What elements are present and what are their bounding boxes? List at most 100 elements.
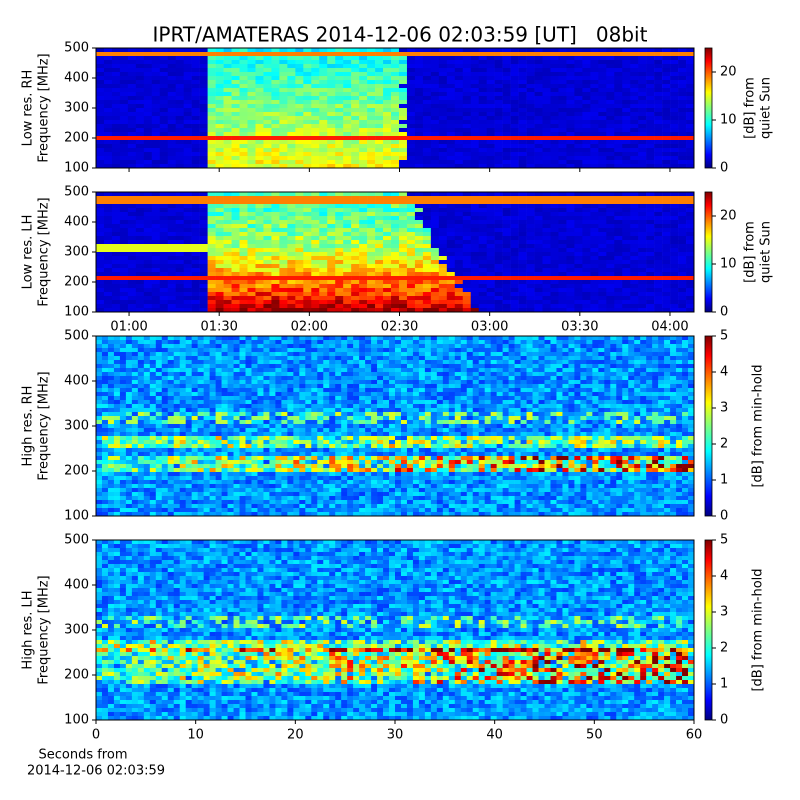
heatmap-cell: [646, 96, 655, 101]
heatmap-cell: [255, 256, 264, 261]
heatmap-cell: [199, 48, 208, 53]
heatmap-cell: [422, 120, 432, 125]
heatmap-cell: [359, 60, 368, 65]
heatmap-cell: [446, 140, 456, 145]
heatmap-cell: [359, 228, 368, 233]
heatmap-cell: [630, 216, 639, 221]
heatmap-cell: [470, 72, 480, 77]
heatmap-cell: [287, 272, 296, 277]
heatmap-cell: [263, 284, 272, 289]
heatmap-cell: [438, 164, 448, 169]
heatmap-cell: [430, 296, 440, 301]
heatmap-cell: [239, 120, 248, 125]
heatmap-cell: [422, 292, 432, 297]
heatmap-cell: [502, 264, 511, 269]
heatmap-cell: [670, 88, 679, 93]
heatmap-cell: [598, 348, 605, 353]
heatmap-cell: [111, 196, 121, 201]
heatmap-cell: [351, 240, 360, 245]
heatmap-cell: [550, 300, 559, 305]
heatmap-cell: [606, 212, 615, 217]
heatmap-cell: [406, 192, 416, 197]
heatmap-cell: [582, 76, 591, 81]
x-tick-label: 01:00: [110, 320, 147, 335]
heatmap-cell: [494, 264, 503, 269]
heatmap-cell: [550, 212, 559, 217]
heatmap-cell: [359, 260, 368, 265]
heatmap-cell: [446, 196, 456, 201]
heatmap-cell: [135, 156, 145, 161]
heatmap-cell: [159, 224, 169, 229]
heatmap-cell: [199, 272, 208, 277]
heatmap-cell: [103, 292, 113, 297]
heatmap-cell: [303, 104, 312, 109]
heatmap-cell: [430, 268, 440, 273]
heatmap-cell: [391, 116, 400, 121]
heatmap-cell: [542, 240, 551, 245]
heatmap-cell: [518, 192, 527, 197]
heatmap-cell: [159, 252, 169, 257]
heatmap-cell: [494, 164, 503, 169]
heatmap-cell: [143, 152, 153, 157]
heatmap-image: [96, 48, 695, 169]
heatmap-cell: [111, 92, 121, 97]
heatmap-cell: [113, 336, 121, 341]
heatmap-cell: [606, 48, 615, 53]
heatmap-cell: [454, 148, 464, 153]
heatmap-cell: [263, 76, 272, 81]
heatmap-cell: [311, 84, 320, 89]
heatmap-cell: [199, 248, 208, 253]
heatmap-cell: [279, 112, 288, 117]
heatmap-cell: [183, 124, 192, 129]
heatmap-cell: [111, 216, 121, 221]
heatmap-cell: [167, 292, 177, 297]
heatmap-cell: [462, 116, 472, 121]
heatmap-cell: [359, 348, 366, 353]
heatmap-cell: [502, 140, 511, 145]
heatmap-cell: [590, 60, 599, 65]
heatmap-cell: [662, 216, 671, 221]
heatmap-cell: [414, 216, 424, 221]
heatmap-cell: [510, 200, 519, 205]
heatmap-cell: [103, 160, 113, 165]
heatmap-cell: [295, 268, 304, 273]
heatmap-cell: [343, 56, 352, 61]
heatmap-cell: [111, 260, 121, 265]
heatmap-cell: [311, 264, 320, 269]
colorbar-tick-label: 20: [720, 65, 737, 80]
heatmap-cell: [263, 288, 272, 293]
heatmap-cell: [502, 72, 511, 77]
heatmap-cell: [502, 208, 511, 213]
heatmap-cell: [606, 288, 615, 293]
heatmap-cell: [383, 144, 392, 149]
heatmap-cell: [191, 224, 200, 229]
heatmap-cell: [367, 224, 376, 229]
heatmap-cell: [215, 124, 224, 129]
heatmap-cell: [622, 100, 631, 105]
heatmap-cell: [566, 124, 575, 129]
heatmap-cell: [175, 212, 185, 217]
heatmap-cell: [486, 140, 495, 145]
heatmap-cell: [510, 244, 519, 249]
heatmap-cell: [167, 244, 177, 249]
heatmap-cell: [670, 56, 679, 61]
heatmap-cell: [207, 296, 216, 301]
heatmap-cell: [131, 336, 139, 341]
heatmap-cell: [526, 300, 535, 305]
heatmap-cell: [446, 192, 456, 197]
heatmap-cell: [143, 144, 153, 149]
heatmap-cell: [438, 80, 448, 85]
heatmap-cell: [239, 132, 248, 137]
heatmap-cell: [311, 56, 320, 61]
heatmap-cell: [143, 348, 151, 353]
heatmap-cell: [111, 232, 121, 237]
heatmap-cell: [151, 296, 161, 301]
heatmap-cell: [287, 48, 296, 53]
heatmap-cell: [127, 68, 137, 73]
heatmap-cell: [135, 296, 145, 301]
heatmap-cell: [654, 64, 663, 69]
heatmap-cell: [436, 336, 444, 341]
heatmap-cell: [654, 96, 663, 101]
heatmap-cell: [414, 60, 424, 65]
heatmap-cell: [183, 260, 192, 265]
